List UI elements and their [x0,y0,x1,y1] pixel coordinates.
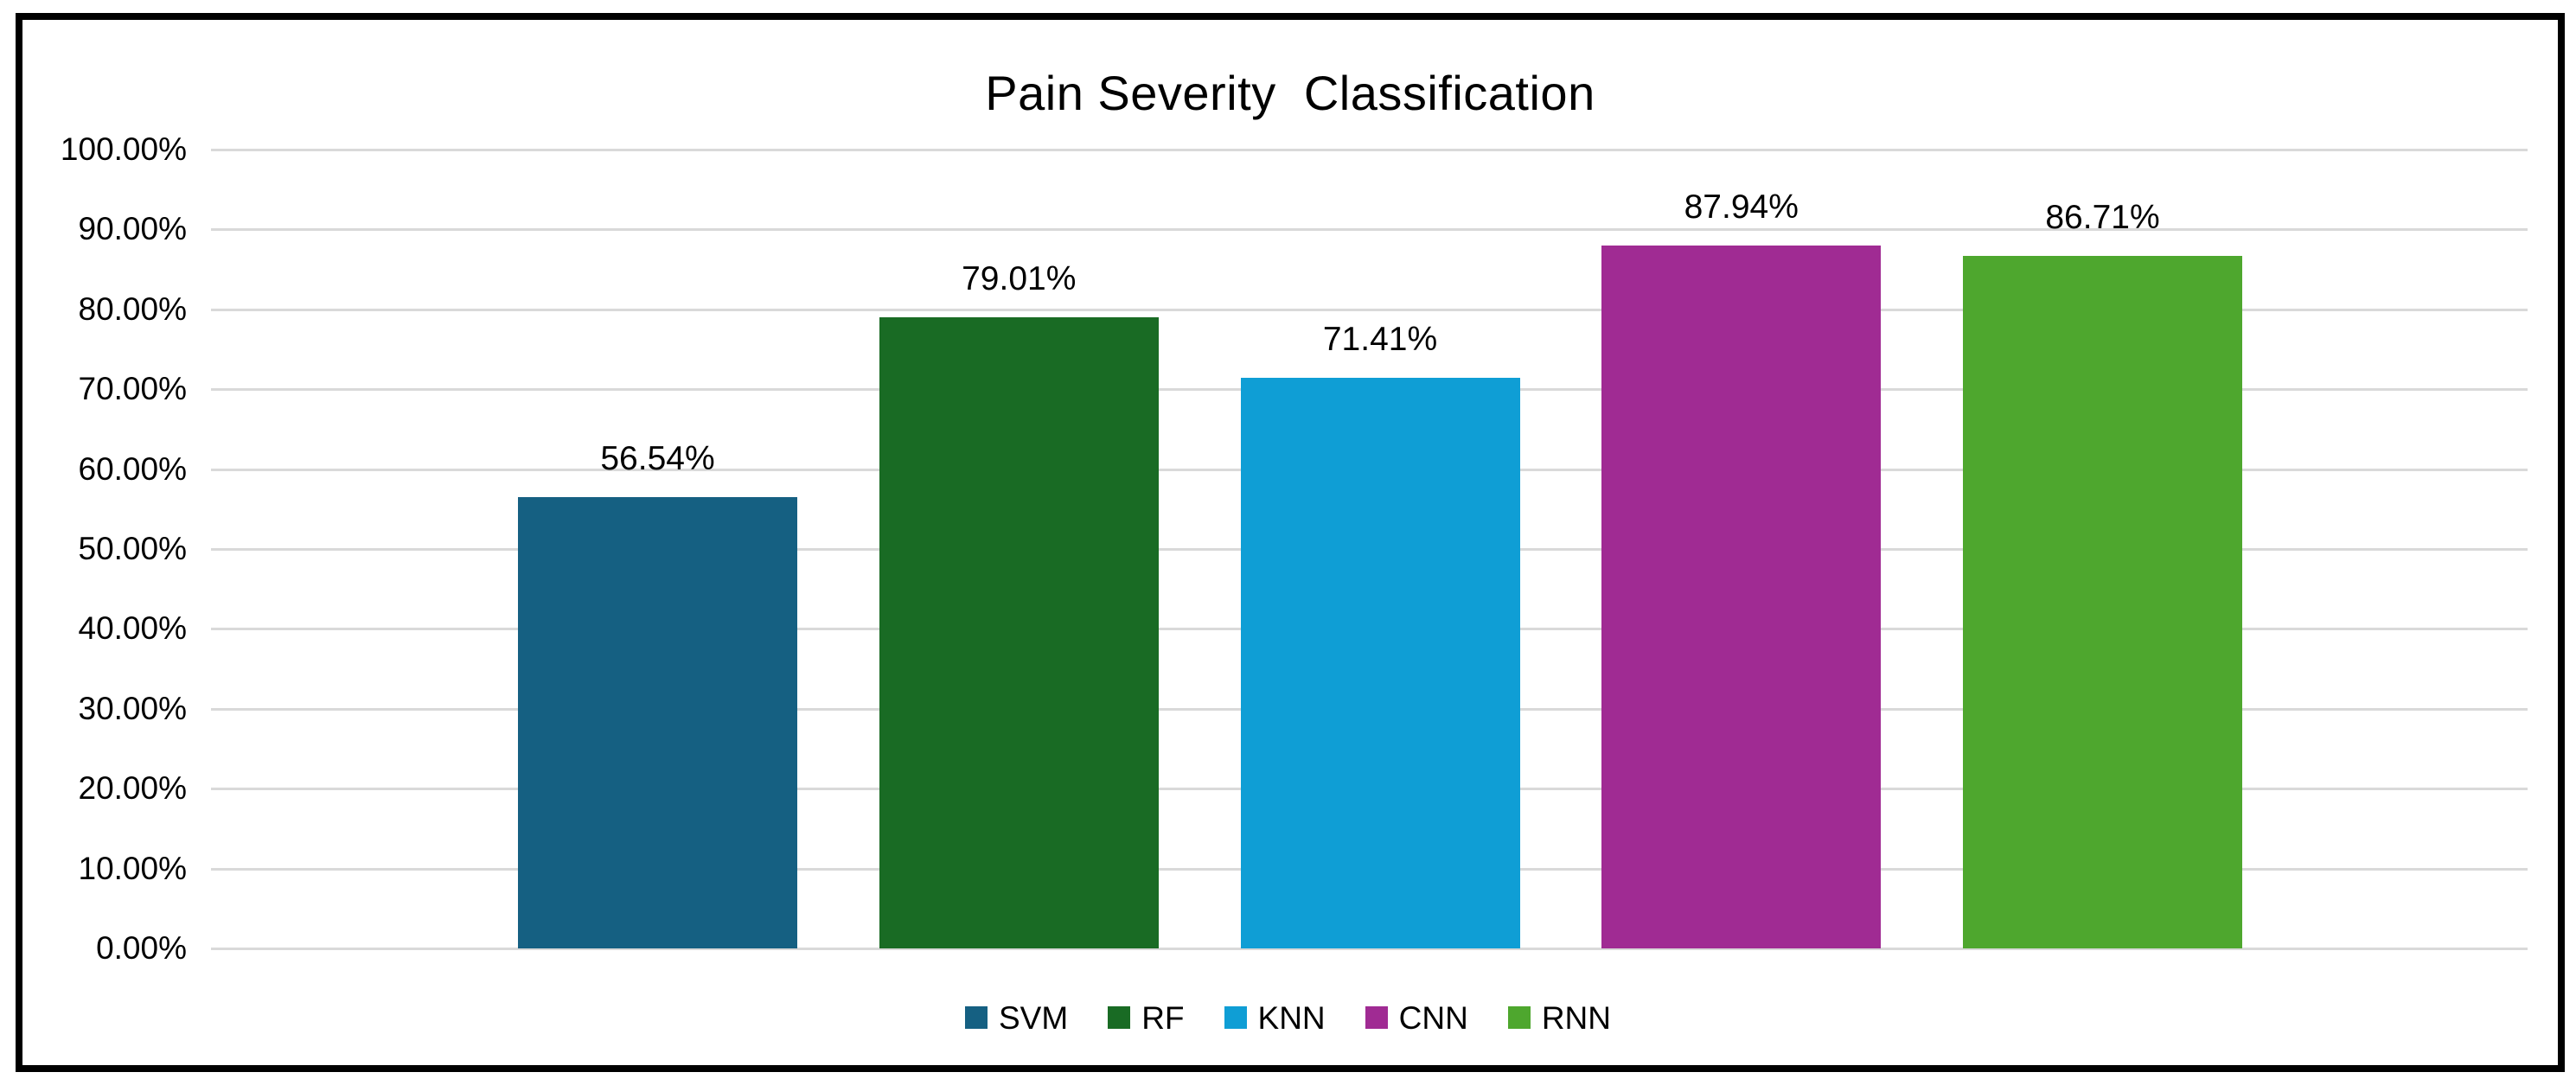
legend-swatch-rnn [1507,1006,1531,1029]
bar-slot-rnn: 86.71% [1963,150,2242,948]
legend-label: KNN [1257,999,1326,1036]
y-axis: 0.00% 10.00% 20.00% 30.00% 40.00% 50.00% 60.00… [24,131,188,966]
gridline [211,308,2528,311]
chart-title: Pain Severity Classification [985,66,1595,120]
bar-value-label: 79.01% [962,259,1077,297]
legend-swatch-rf [1108,1006,1131,1029]
y-axis-tick-label: 60.00% [78,450,188,487]
y-axis-tick-label: 40.00% [78,610,188,647]
bar-knn [1240,378,1520,948]
bar-svm [518,496,797,948]
bar-slot-rf: 79.01% [879,150,1159,948]
legend-label: SVM [999,999,1069,1036]
gridline [211,948,2528,950]
legend-label: CNN [1398,999,1468,1036]
bar-slot-svm: 56.54% [518,150,797,948]
bar-slot-knn: 71.41% [1240,150,1520,948]
legend: SVM RF KNN CNN RNN [0,992,2576,1044]
gridline [211,228,2528,232]
legend-label: RF [1141,999,1185,1036]
y-axis-tick-label: 70.00% [78,371,188,407]
y-axis-tick-label: 90.00% [78,211,188,247]
legend-swatch-cnn [1365,1006,1388,1029]
bar-value-label: 87.94% [1684,188,1799,227]
legend-swatch-knn [1224,1006,1247,1029]
bar-rf [879,316,1159,948]
legend-item-rnn: RNN [1507,999,1611,1036]
legend-item-rf: RF [1108,999,1185,1036]
y-axis-tick-label: 100.00% [60,131,187,167]
bar-slot-cnn: 87.94% [1601,150,1882,948]
legend-label: RNN [1541,999,1611,1036]
legend-item-svm: SVM [965,1002,1068,1034]
bar-value-label: 56.54% [600,439,715,477]
legend-item-cnn: CNN [1365,1002,1468,1034]
gridline [211,149,2528,151]
plot-area: 56.54% 79.01% 71.41% 87.94% 86.71% [211,149,2528,950]
y-axis-tick-label: 50.00% [78,531,188,566]
y-axis-tick-label: 10.00% [78,850,188,886]
legend-item-knn: KNN [1224,1002,1326,1034]
bar-value-label: 71.41% [1322,321,1438,359]
bar-value-label: 86.71% [2045,198,2160,236]
bar-rnn [1963,255,2242,948]
y-axis-tick-label: 80.00% [78,290,188,327]
y-axis-tick-label: 20.00% [78,770,188,807]
y-axis-tick-label: 30.00% [78,690,188,726]
bar-cnn [1601,246,1882,948]
legend-swatch-svm [965,1006,988,1029]
y-axis-tick-label: 0.00% [96,930,187,966]
